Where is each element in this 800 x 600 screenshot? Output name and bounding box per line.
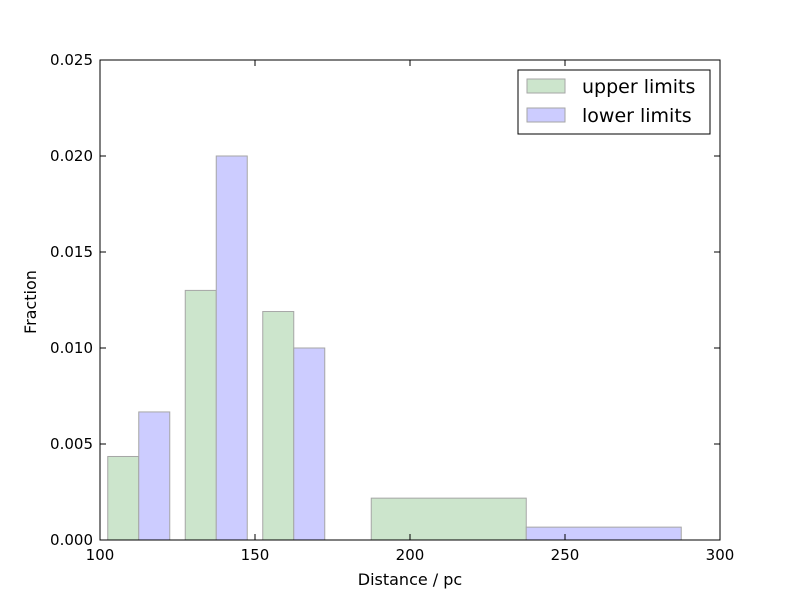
y-axis-label: Fraction <box>21 270 40 334</box>
bar-lower-0 <box>138 411 171 541</box>
bar-upper-0 <box>107 455 140 541</box>
x-tick-label: 250 <box>551 546 580 564</box>
x-tick-label: 200 <box>396 546 425 564</box>
axis-ticks <box>99 59 721 541</box>
x-axis-label: Distance / pc <box>358 570 462 589</box>
bar-upper-2 <box>262 311 295 541</box>
x-tick-label: 300 <box>706 546 735 564</box>
legend: upper limits lower limits <box>517 69 711 135</box>
x-tick-label: 150 <box>241 546 270 564</box>
y-tick-label: 0.020 <box>50 147 93 165</box>
bar-upper-1 <box>184 289 217 541</box>
bar-lower-2 <box>293 347 326 541</box>
legend-swatch <box>526 107 566 123</box>
bar-lower-3 <box>525 526 682 541</box>
tick-labels: 100 150 200 250 300 0.000 0.005 0.010 0.015 0.020… <box>50 51 734 564</box>
y-tick-label: 0.000 <box>50 531 93 549</box>
bars-layer <box>107 155 682 541</box>
y-tick-label: 0.005 <box>50 435 93 453</box>
legend-swatch <box>526 78 566 94</box>
bar-lower-1 <box>215 155 248 541</box>
bar-upper-3 <box>370 497 527 541</box>
y-tick-label: 0.010 <box>50 339 93 357</box>
y-tick-label: 0.015 <box>50 243 93 261</box>
legend-label: upper limits <box>582 76 695 98</box>
legend-label: lower limits <box>582 105 692 127</box>
x-tick-label: 100 <box>86 546 115 564</box>
y-tick-label: 0.025 <box>50 51 93 69</box>
